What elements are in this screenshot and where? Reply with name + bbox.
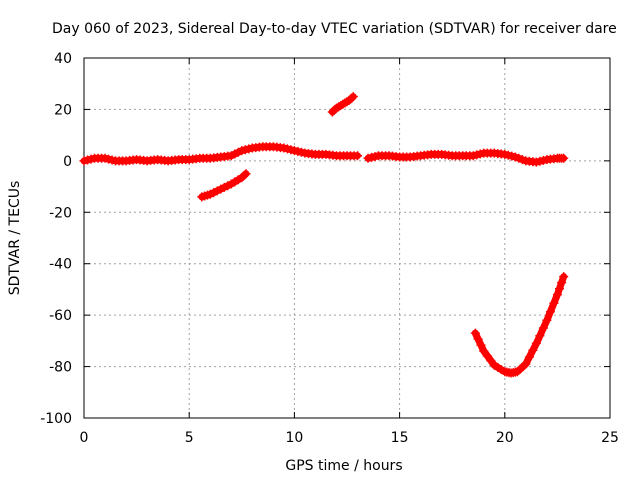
- y-tick-label: -20: [49, 205, 72, 221]
- data-point-marker: [470, 328, 480, 338]
- series-high-arc: [327, 92, 358, 117]
- x-tick-label: 25: [601, 430, 619, 446]
- y-tick-label: 0: [63, 154, 72, 170]
- data-point-marker: [347, 93, 357, 103]
- data-point-marker: [549, 298, 559, 308]
- data-point-marker: [524, 352, 534, 362]
- series-main-band-2: [363, 148, 569, 167]
- data-point-marker: [479, 346, 489, 356]
- x-axis-title: GPS time / hours: [285, 458, 402, 474]
- series-layer: [79, 92, 569, 378]
- y-tick-label: 20: [54, 102, 72, 118]
- y-tick-label: 40: [54, 51, 72, 67]
- data-point-marker: [555, 284, 565, 294]
- series-low-arc: [197, 169, 251, 202]
- x-tick-label: 15: [391, 430, 409, 446]
- data-point-marker: [552, 290, 562, 300]
- data-point-marker: [241, 169, 251, 179]
- data-point-marker: [559, 153, 569, 163]
- x-tick-label: 10: [285, 430, 303, 446]
- series-deep-arc: [470, 272, 569, 378]
- data-point-marker: [559, 272, 569, 282]
- data-point-marker: [521, 359, 531, 369]
- data-point-marker: [557, 278, 567, 288]
- y-tick-label: -60: [49, 308, 72, 324]
- tick-layer: 0 5 10 15 20 25 -100 -80 -60 -40 -20 0 20 40: [40, 51, 619, 446]
- series-main-band: [79, 142, 363, 166]
- data-point-marker: [473, 334, 483, 344]
- data-point-marker: [528, 345, 538, 355]
- y-tick-label: -100: [40, 411, 72, 427]
- grid-layer: [84, 58, 610, 418]
- x-tick-label: 20: [496, 430, 514, 446]
- data-point-marker: [542, 315, 552, 325]
- y-tick-label: -80: [49, 360, 72, 376]
- plot-frame: [83, 57, 611, 419]
- chart-title: Day 060 of 2023, Sidereal Day-to-day VTE…: [52, 21, 617, 37]
- data-point-marker: [538, 323, 548, 333]
- data-point-marker: [482, 351, 492, 361]
- x-tick-label: 0: [80, 430, 89, 446]
- data-point-marker: [348, 92, 358, 102]
- data-point-marker: [353, 151, 363, 161]
- x-tick-label: 5: [185, 430, 194, 446]
- data-point-marker: [476, 340, 486, 350]
- data-point-marker: [486, 356, 496, 366]
- y-axis-title: SDTVAR / TECUs: [7, 181, 23, 296]
- data-point-marker: [240, 170, 250, 180]
- data-point-marker: [531, 338, 541, 348]
- data-point-marker: [545, 307, 555, 317]
- y-tick-label: -40: [49, 257, 72, 273]
- data-point-marker: [535, 331, 545, 341]
